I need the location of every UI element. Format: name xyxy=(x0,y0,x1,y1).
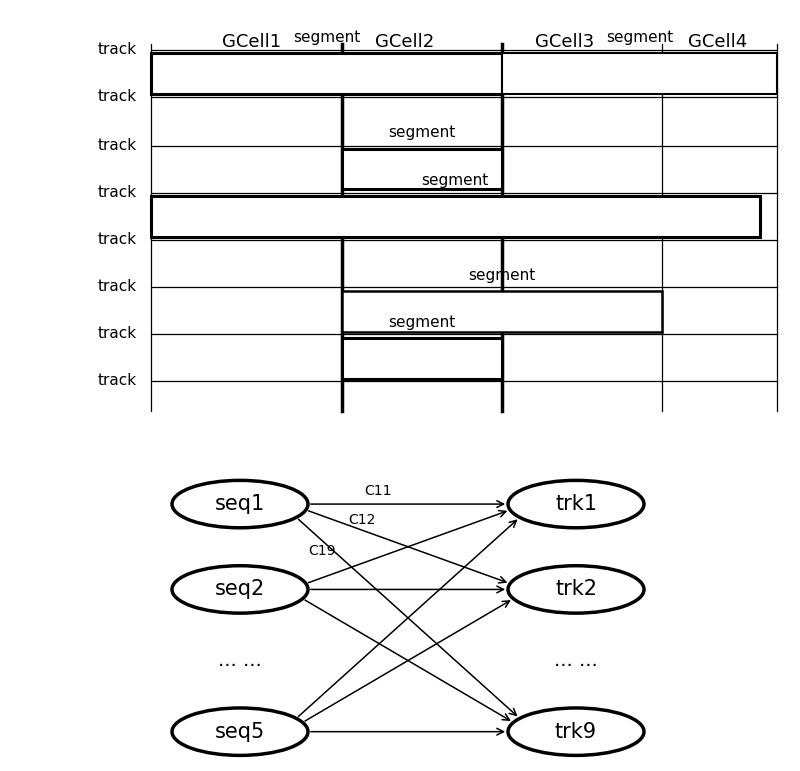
Ellipse shape xyxy=(508,708,644,756)
Text: C19: C19 xyxy=(308,544,335,558)
Text: track: track xyxy=(98,89,137,104)
Ellipse shape xyxy=(172,708,308,756)
Bar xyxy=(342,291,662,332)
Text: C12: C12 xyxy=(348,513,375,527)
Text: segment: segment xyxy=(606,30,674,45)
Text: segment: segment xyxy=(422,173,489,188)
Bar xyxy=(150,53,502,94)
Text: trk1: trk1 xyxy=(555,494,597,514)
Bar xyxy=(150,196,760,237)
Text: seq2: seq2 xyxy=(215,580,265,599)
Ellipse shape xyxy=(508,566,644,613)
Text: seq1: seq1 xyxy=(215,494,265,514)
Ellipse shape xyxy=(508,480,644,528)
Text: segment: segment xyxy=(389,126,456,140)
Text: trk9: trk9 xyxy=(555,722,597,742)
Text: ... ...: ... ... xyxy=(218,651,262,670)
Text: track: track xyxy=(98,279,137,295)
Bar xyxy=(342,149,502,190)
Text: segment: segment xyxy=(293,30,360,45)
Text: track: track xyxy=(98,326,137,342)
Text: track: track xyxy=(98,373,137,388)
Bar xyxy=(342,338,502,379)
Bar xyxy=(502,53,777,94)
Text: GCell3: GCell3 xyxy=(535,33,594,52)
Text: track: track xyxy=(98,138,137,153)
Text: GCell1: GCell1 xyxy=(222,33,281,52)
Text: segment: segment xyxy=(389,315,456,330)
Ellipse shape xyxy=(172,480,308,528)
Text: seq5: seq5 xyxy=(215,722,265,742)
Text: C11: C11 xyxy=(364,484,391,498)
Text: track: track xyxy=(98,42,137,57)
Text: GCell4: GCell4 xyxy=(688,33,747,52)
Text: trk2: trk2 xyxy=(555,580,597,599)
Text: segment: segment xyxy=(469,268,536,283)
Text: ... ...: ... ... xyxy=(554,651,598,670)
Ellipse shape xyxy=(172,566,308,613)
Text: GCell2: GCell2 xyxy=(375,33,434,52)
Text: track: track xyxy=(98,185,137,200)
Text: track: track xyxy=(98,232,137,247)
